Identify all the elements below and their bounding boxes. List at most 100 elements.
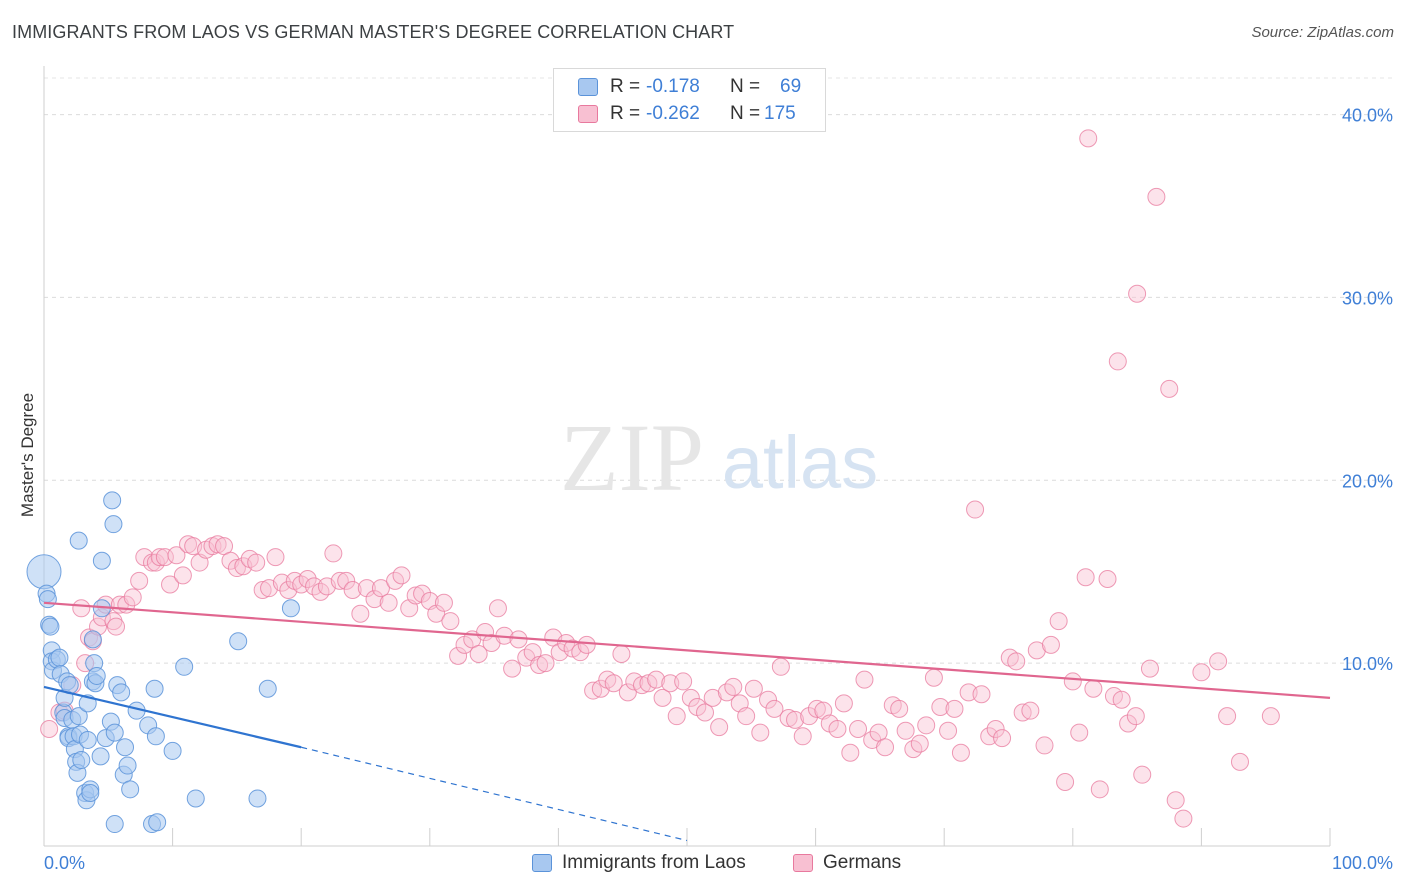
point-germans (161, 575, 180, 594)
legend-label-laos: Immigrants from Laos (562, 852, 746, 873)
legend-r-key: R = (610, 103, 641, 124)
point-laos (78, 730, 97, 749)
point-laos (175, 657, 194, 676)
point-germans (786, 710, 805, 729)
point-laos (146, 727, 165, 746)
point-germans (1230, 752, 1249, 771)
point-germans (1049, 612, 1068, 631)
point-germans (828, 719, 847, 738)
y-tick-label: 10.0% (1342, 654, 1393, 674)
point-laos (148, 813, 167, 832)
point-germans (841, 743, 860, 762)
point-germans (577, 635, 596, 654)
point-germans (1261, 707, 1280, 726)
trend-germans (43, 601, 1331, 699)
point-germans (896, 721, 915, 740)
point-germans (1007, 652, 1026, 671)
point-germans (1027, 641, 1046, 660)
series-laos (26, 491, 300, 834)
point-germans (324, 544, 343, 563)
point-laos (281, 599, 300, 618)
point-germans (1084, 679, 1103, 698)
point-germans (751, 723, 770, 742)
point-laos (112, 683, 131, 702)
point-germans (266, 548, 285, 567)
point-germans (910, 734, 929, 753)
point-germans (155, 548, 174, 567)
point-laos (163, 741, 182, 760)
legend-n-key: N = (730, 76, 761, 97)
legend-swatch-germans (793, 854, 813, 872)
point-germans (365, 590, 384, 609)
point-germans (441, 612, 460, 631)
point-laos (116, 738, 135, 757)
point-laos (26, 554, 62, 590)
point-germans (584, 681, 603, 700)
point-laos (104, 515, 123, 534)
point-laos (41, 617, 60, 636)
point-germans (1133, 765, 1152, 784)
point-germans (337, 571, 356, 590)
legend-r-key: R = (610, 76, 641, 97)
y-axis-label: Master's Degree (18, 393, 37, 517)
grid-lines (44, 77, 1394, 664)
point-germans (167, 546, 186, 565)
chart-title: IMMIGRANTS FROM LAOS VS GERMAN MASTER'S … (12, 22, 735, 42)
point-germans (855, 670, 874, 689)
point-germans (765, 699, 784, 718)
y-tick-label: 20.0% (1342, 471, 1393, 491)
point-germans (406, 586, 425, 605)
point-laos (92, 551, 111, 570)
correlation-legend: R = -0.178 N = 69 R = -0.262 N = 175 (553, 68, 826, 132)
point-laos (81, 783, 100, 802)
point-germans (849, 719, 868, 738)
y-tick-label: 40.0% (1342, 106, 1393, 126)
point-germans (737, 707, 756, 726)
legend-row-laos: R = -0.178 N = 69 (578, 74, 820, 100)
point-germans (1021, 701, 1040, 720)
point-germans (931, 698, 950, 717)
legend-r-value: -0.178 (646, 76, 700, 97)
point-laos (121, 780, 140, 799)
point-germans (924, 668, 943, 687)
point-germans (1140, 659, 1159, 678)
point-germans (793, 727, 812, 746)
watermark-zip: ZIP (560, 404, 704, 511)
point-laos (50, 648, 69, 667)
point-germans (972, 685, 991, 704)
point-germans (890, 699, 909, 718)
tick-labels: 10.0% 20.0% 30.0% 40.0% 0.0% 100.0% (44, 106, 1393, 873)
legend-swatch-germans (578, 105, 598, 123)
legend-swatch-laos (532, 854, 552, 872)
legend-n-value: 69 (780, 76, 802, 97)
point-germans (253, 581, 272, 599)
point-germans (1056, 773, 1075, 791)
point-germans (107, 617, 126, 636)
watermark: ZIP atlas (560, 404, 878, 511)
point-germans (986, 719, 1005, 738)
point-germans (227, 559, 246, 578)
point-germans (247, 553, 266, 572)
watermark-atlas: atlas (722, 421, 878, 504)
point-germans (771, 657, 790, 676)
point-germans (392, 566, 411, 585)
point-germans (696, 703, 715, 722)
point-laos (83, 630, 102, 649)
point-germans (469, 645, 488, 663)
point-germans (945, 699, 964, 718)
point-germans (1079, 129, 1098, 148)
point-germans (173, 566, 192, 585)
point-laos (248, 789, 267, 808)
point-germans (530, 655, 549, 674)
point-germans (208, 535, 227, 554)
point-laos (105, 723, 124, 742)
point-laos (145, 679, 164, 698)
legend-item-laos[interactable]: Immigrants from Laos (532, 852, 746, 874)
legend-item-germans[interactable]: Germans (793, 852, 901, 874)
x-tick-label: 100.0% (1332, 853, 1393, 873)
source-label: Source: ZipAtlas.com (1251, 24, 1394, 41)
point-germans (434, 593, 453, 612)
x-tick-label: 0.0% (44, 853, 85, 873)
point-germans (298, 570, 317, 589)
point-germans (939, 721, 958, 740)
